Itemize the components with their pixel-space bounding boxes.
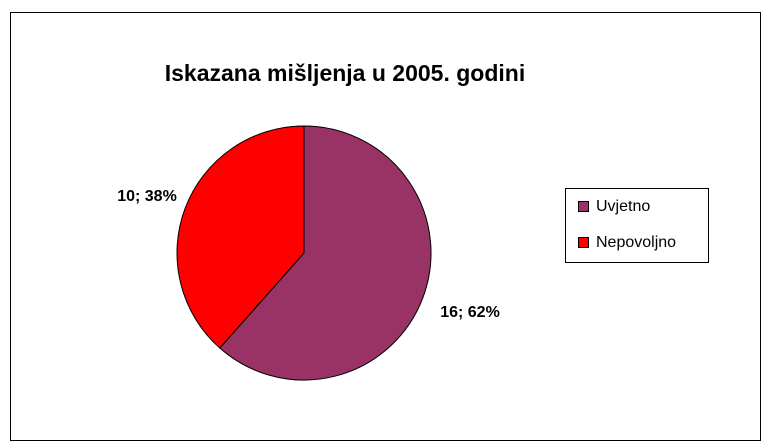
data-label: 10; 38% [117, 188, 177, 205]
legend-box [565, 188, 709, 263]
legend-swatch [578, 237, 589, 248]
pie-slice [219, 125, 432, 381]
chart-title: Iskazana mišljenja u 2005. godini [165, 60, 525, 86]
legend-swatch [578, 201, 589, 212]
pie-slice [176, 125, 305, 349]
legend-label: Uvjetno [596, 198, 650, 215]
legend-label: Nepovoljno [596, 234, 676, 251]
data-label: 16; 62% [440, 304, 500, 321]
